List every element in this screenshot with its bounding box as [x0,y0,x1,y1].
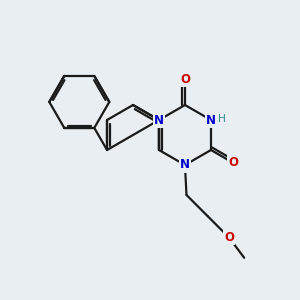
Text: O: O [228,156,238,169]
Text: O: O [224,231,234,244]
Text: N: N [206,113,216,127]
Text: N: N [180,158,190,172]
Text: O: O [180,73,190,86]
Text: H: H [218,113,226,124]
Text: N: N [154,113,164,127]
